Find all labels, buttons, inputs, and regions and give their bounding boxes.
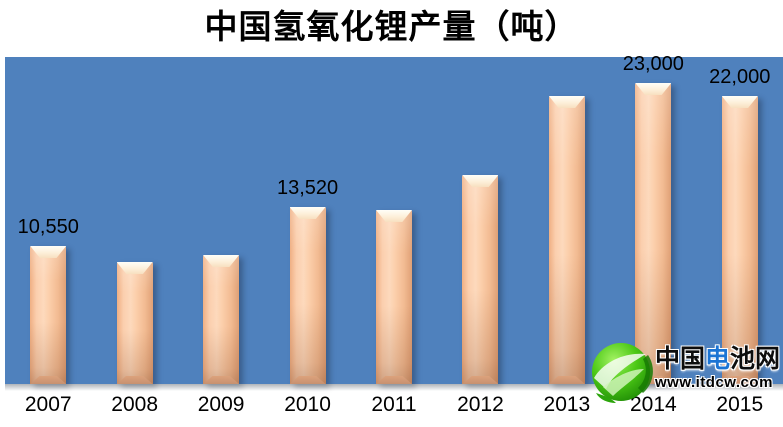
bar-2014 [635,83,672,384]
bar-shading [203,255,240,384]
bar-shading [548,96,585,384]
x-tick-label-2014: 2014 [629,393,677,416]
bar-bottom-bevel [721,376,758,384]
x-tick-label-2011: 2011 [371,393,417,416]
bar-top-bevel [30,246,67,258]
x-tick-label-2010: 2010 [284,393,331,416]
bar-2009 [203,255,240,384]
bar-bottom-bevel [30,376,67,384]
watermark-text: 中国电池网 www.itdcw.com [655,345,783,391]
plot-area-shadow [5,384,783,391]
bar-top-bevel [635,83,672,95]
bar-top-bevel [289,207,326,219]
battery-site-logo-icon [592,343,653,403]
bar-value-label: 23,000 [622,53,684,75]
bar-bottom-bevel [462,376,499,384]
x-tick-label-2013: 2013 [543,393,591,416]
bar-2008 [116,262,153,384]
bar-value-label: 22,000 [709,66,771,88]
site-name-prefix: 中国 [655,345,706,373]
bar-2010 [289,207,326,384]
x-tick-label-2012: 2012 [457,393,504,416]
bar-2007 [30,246,67,384]
chart-title: 中国氢氧化锂产量（吨） [204,8,579,45]
bar-top-bevel [116,262,153,274]
bar-top-bevel [721,96,758,108]
bar-shading [116,262,153,384]
bar-shading [462,175,499,384]
x-tick-label-2015: 2015 [716,393,764,416]
watermark-site-url: www.itdcw.com [655,374,773,391]
bar-2011 [376,210,412,384]
x-tick-label-2007: 2007 [24,393,72,416]
plot-area: 10,550 13,520 23,000 22,000 [5,53,783,384]
bar-top-bevel [548,96,585,108]
site-name-highlight: 电 [705,345,731,373]
bar-bottom-bevel [376,376,412,384]
bar-bottom-bevel [548,376,585,384]
site-name-suffix: 池网 [730,345,781,373]
bar-shading [30,246,67,384]
bar-top-bevel [203,255,240,267]
bar-top-bevel [376,210,412,222]
watermark-site-name: 中国电池网 [655,345,783,374]
bar-shading [289,207,326,384]
x-tick-label-2009: 2009 [197,393,245,416]
bar-shading [635,83,672,384]
bar-value-label: 13,520 [276,177,339,199]
bar-2012 [462,175,499,384]
x-tick-label-2008: 2008 [111,393,159,416]
bar-bottom-bevel [203,376,240,384]
bar-shading [721,96,758,384]
bar-bottom-bevel [116,376,153,384]
bar-2015 [721,96,758,384]
x-axis-labels: 2007 2008 2009 2010 2011 2012 2013 2014 2015 [5,392,783,422]
bar-2013 [548,96,585,384]
bar-bottom-bevel [289,376,326,384]
bar-top-bevel [462,175,499,187]
bar-bottom-bevel [635,376,672,384]
bar-value-label: 10,550 [17,216,79,238]
bar-shading [376,210,412,384]
